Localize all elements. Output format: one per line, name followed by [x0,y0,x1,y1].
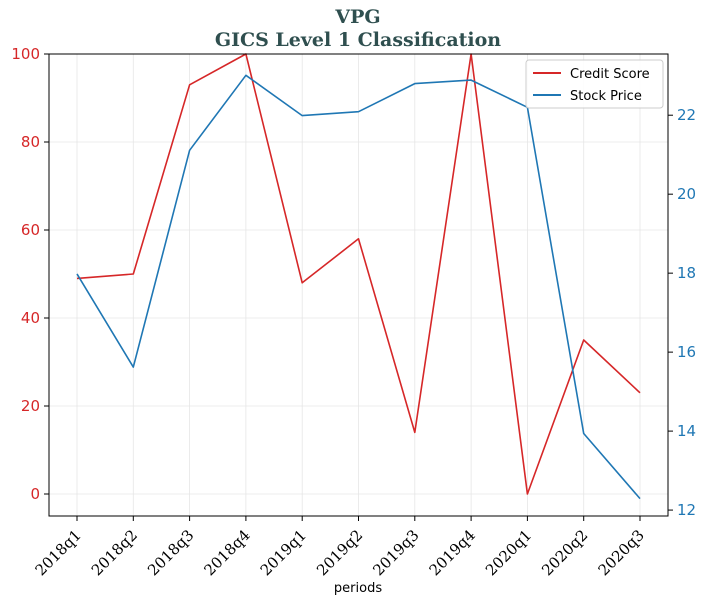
legend: Credit Score Stock Price [525,59,664,109]
right-tick-label: 22 [677,106,696,124]
x-tick-label: 2019q1 [257,526,310,579]
x-tick-label: 2018q2 [88,526,141,579]
grid-lines [49,53,668,516]
right-tick-label: 16 [677,343,696,361]
x-tick-label: 2018q1 [32,526,85,579]
chart-title: VPG [334,6,380,28]
right-tick-label: 12 [677,501,696,519]
x-axis-label: periods [334,581,382,596]
right-tick-label: 14 [677,422,696,440]
legend-label-stock-price: Stock Price [570,89,642,104]
x-axis: 2018q1 2018q2 2018q3 2018q4 2019q1 2019q2 2019… [32,516,648,579]
left-tick-label: 40 [21,309,40,327]
chart-subtitle: GICS Level 1 Classification [215,29,501,51]
left-tick-label: 80 [21,133,40,151]
x-tick-label: 2020q1 [482,526,535,579]
series-line-stock-price [76,74,641,500]
x-tick-label: 2019q4 [426,526,479,579]
right-y-axis: 12 14 16 18 20 22 [668,106,696,519]
right-tick-label: 20 [677,185,696,203]
x-tick-label: 2020q2 [538,526,591,579]
left-tick-label: 0 [30,485,40,503]
x-tick-label: 2020q3 [595,526,648,579]
left-tick-label: 60 [21,221,40,239]
series-line-credit-score [76,53,641,495]
x-tick-label: 2019q3 [369,526,422,579]
right-tick-label: 18 [677,264,696,282]
left-tick-label: 100 [11,45,40,63]
legend-label-credit-score: Credit Score [570,67,650,82]
left-tick-label: 20 [21,397,40,415]
left-y-axis: 0 20 40 60 80 100 [11,45,49,503]
x-tick-label: 2018q4 [200,526,253,579]
series-lines [76,53,641,500]
x-tick-label: 2019q2 [313,526,366,579]
x-tick-label: 2018q3 [144,526,197,579]
